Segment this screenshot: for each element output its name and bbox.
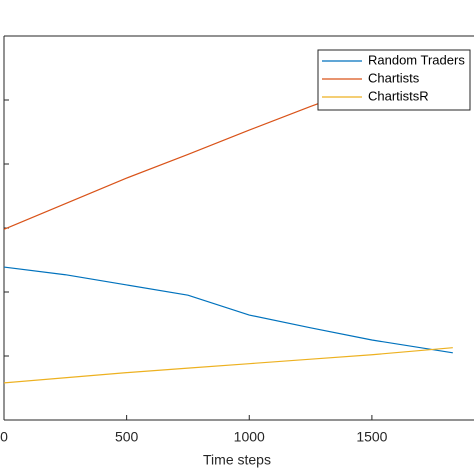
x-tick-label: 0 bbox=[0, 429, 8, 445]
series-line bbox=[3, 347, 453, 384]
x-axis-label: Time steps bbox=[203, 452, 271, 468]
legend-label: Chartists bbox=[368, 70, 420, 85]
legend-label: ChartistsR bbox=[368, 88, 429, 103]
legend-box bbox=[317, 49, 471, 111]
x-tick-label: 1500 bbox=[356, 429, 387, 445]
x-tick-label: 500 bbox=[115, 429, 139, 445]
series-line bbox=[3, 266, 453, 354]
x-tick-label: 1000 bbox=[234, 429, 265, 445]
legend-label: Random Traders bbox=[368, 52, 465, 67]
